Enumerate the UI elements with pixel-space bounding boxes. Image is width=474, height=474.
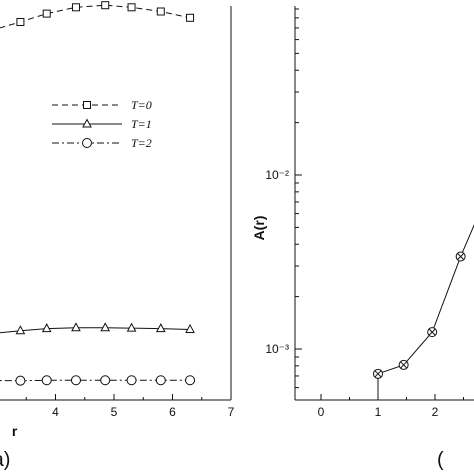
left-panel: 4 5 6 7 r (a) T=0 T=1 T=2 [0, 1, 235, 471]
right-data-point-0 [373, 368, 383, 379]
left-x-tick-label: 5 [111, 405, 118, 419]
right-ticks: 0 1 2 10⁻³ 10⁻² [265, 8, 464, 419]
legend-label-2: T=2 [131, 136, 152, 150]
left-data-point-0 [127, 3, 136, 12]
left-data-point-0 [186, 13, 195, 22]
left-data-point-0 [42, 9, 51, 18]
left-x-tick-label: 4 [52, 405, 59, 419]
right-series-line-0 [377, 224, 474, 400]
legend-label-1: T=1 [131, 117, 152, 131]
left-data-point-0 [156, 7, 165, 16]
right-y-axis-title: A(r) [251, 216, 267, 241]
right-x-tick-label: 0 [318, 405, 325, 419]
left-data-point-1 [71, 322, 81, 332]
left-data-point-2 [15, 375, 26, 386]
legend-label-0: T=0 [131, 98, 152, 112]
left-data-point-1 [15, 325, 26, 335]
left-data-point-0 [16, 18, 25, 26]
right-data-point-0 [427, 327, 438, 338]
right-y-tick-label: 10⁻² [265, 168, 289, 182]
right-x-tick-label: 2 [432, 405, 439, 419]
right-data-point-0 [398, 359, 409, 370]
left-data-point-2 [41, 375, 52, 386]
left-data-point-0 [101, 1, 110, 10]
left-data-point-2 [185, 375, 196, 386]
left-data-point-2 [70, 375, 81, 386]
legend-marker-1 [82, 118, 92, 128]
legend: T=0 T=1 T=2 [52, 98, 152, 150]
left-data-point-2 [100, 375, 111, 386]
left-series [0, 1, 196, 386]
left-series-line-0 [0, 4, 191, 29]
left-x-tick-label: 6 [169, 405, 176, 419]
left-data-point-1 [185, 323, 195, 333]
right-panel-label: ( [437, 449, 444, 471]
left-panel-label: (a) [0, 449, 10, 471]
right-panel: 0 1 2 10⁻³ 10⁻² A(r) ( [251, 6, 474, 471]
left-data-point-2 [155, 375, 166, 386]
left-data-point-1 [41, 323, 52, 333]
left-x-tick-label: 7 [228, 405, 235, 419]
right-y-tick-label: 10⁻³ [265, 342, 289, 356]
left-series-line-1 [0, 327, 191, 334]
right-x-tick-label: 1 [375, 405, 382, 419]
left-x-axis-title: r [12, 423, 18, 439]
left-data-point-2 [126, 375, 137, 386]
right-series [373, 224, 474, 400]
left-x-ticks: 4 5 6 7 [25, 394, 235, 419]
right-data-point-0 [455, 251, 466, 262]
left-data-point-1 [126, 322, 137, 332]
legend-marker-0 [83, 101, 91, 109]
legend-marker-2 [82, 138, 92, 148]
left-data-point-1 [100, 322, 111, 332]
left-data-point-1 [155, 323, 166, 333]
left-data-point-0 [71, 3, 80, 12]
